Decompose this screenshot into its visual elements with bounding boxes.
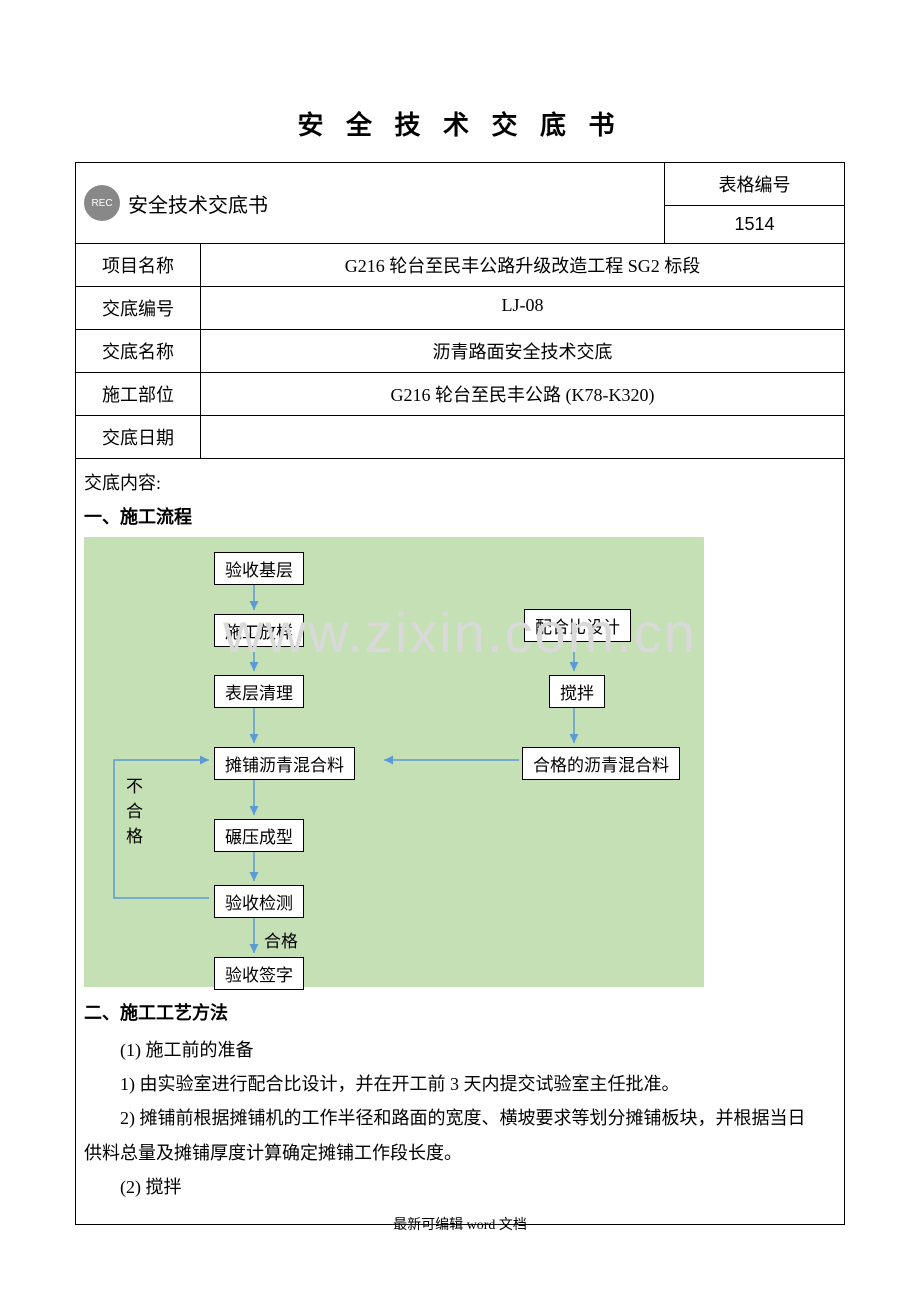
paragraph: (1) 施工前的准备 bbox=[84, 1033, 836, 1067]
info-row: 施工部位 G216 轮台至民丰公路 (K78-K320) bbox=[76, 373, 844, 416]
info-label: 项目名称 bbox=[76, 244, 201, 286]
fc-box: 碾压成型 bbox=[214, 819, 304, 852]
paragraph: 2) 摊铺前根据摊铺机的工作半径和路面的宽度、横坡要求等划分摊铺板块，并根据当日 bbox=[84, 1101, 836, 1135]
fc-box: 搅拌 bbox=[549, 675, 605, 708]
content-area: 交底内容: 一、施工流程 bbox=[76, 459, 844, 1224]
flowchart: 验收基层 施工放样 表层清理 摊铺沥青混合料 碾压成型 验收检测 验收签字 配合… bbox=[84, 537, 704, 987]
form-number: 1514 bbox=[665, 206, 844, 243]
info-row: 交底编号 LJ-08 bbox=[76, 287, 844, 330]
header-right: 表格编号 1514 bbox=[664, 163, 844, 243]
info-row: 项目名称 G216 轮台至民丰公路升级改造工程 SG2 标段 bbox=[76, 244, 844, 287]
page-title: 安 全 技 术 交 底 书 bbox=[0, 0, 920, 162]
section2-heading: 二、施工工艺方法 bbox=[84, 999, 836, 1025]
header-left: REC 安全技术交底书 bbox=[76, 163, 664, 243]
logo-icon: REC bbox=[84, 185, 120, 221]
content-label: 交底内容: bbox=[84, 469, 836, 495]
doc-type: 安全技术交底书 bbox=[128, 189, 268, 218]
fc-box: 验收检测 bbox=[214, 885, 304, 918]
info-label: 施工部位 bbox=[76, 373, 201, 415]
fc-pass-label: 合格 bbox=[264, 927, 298, 952]
info-value: G216 轮台至民丰公路升级改造工程 SG2 标段 bbox=[201, 244, 844, 286]
footer: 最新可编辑 word 文档 bbox=[0, 1214, 920, 1234]
paragraph: (2) 搅拌 bbox=[84, 1170, 836, 1204]
info-value: G216 轮台至民丰公路 (K78-K320) bbox=[201, 373, 844, 415]
fc-box: 合格的沥青混合料 bbox=[522, 747, 680, 780]
document-table: REC 安全技术交底书 表格编号 1514 项目名称 G216 轮台至民丰公路升… bbox=[75, 162, 845, 1225]
paragraph: 1) 由实验室进行配合比设计，并在开工前 3 天内提交试验室主任批准。 bbox=[84, 1067, 836, 1101]
info-value: LJ-08 bbox=[201, 287, 844, 329]
info-label: 交底编号 bbox=[76, 287, 201, 329]
fc-fail-label: 不合格 bbox=[120, 777, 145, 852]
section1-heading: 一、施工流程 bbox=[84, 503, 836, 529]
info-row: 交底日期 bbox=[76, 416, 844, 459]
info-label: 交底日期 bbox=[76, 416, 201, 458]
fc-box: 验收签字 bbox=[214, 957, 304, 990]
fc-box: 验收基层 bbox=[214, 552, 304, 585]
form-label: 表格编号 bbox=[665, 163, 844, 206]
info-label: 交底名称 bbox=[76, 330, 201, 372]
paragraph: 供料总量及摊铺厚度计算确定摊铺工作段长度。 bbox=[84, 1136, 836, 1170]
fc-box: 表层清理 bbox=[214, 675, 304, 708]
info-value: 沥青路面安全技术交底 bbox=[201, 330, 844, 372]
fc-box: 摊铺沥青混合料 bbox=[214, 747, 355, 780]
info-row: 交底名称 沥青路面安全技术交底 bbox=[76, 330, 844, 373]
fc-box: 配合比设计 bbox=[524, 609, 631, 642]
info-value bbox=[201, 416, 844, 458]
fc-box: 施工放样 bbox=[214, 614, 304, 647]
header-row: REC 安全技术交底书 表格编号 1514 bbox=[76, 163, 844, 244]
